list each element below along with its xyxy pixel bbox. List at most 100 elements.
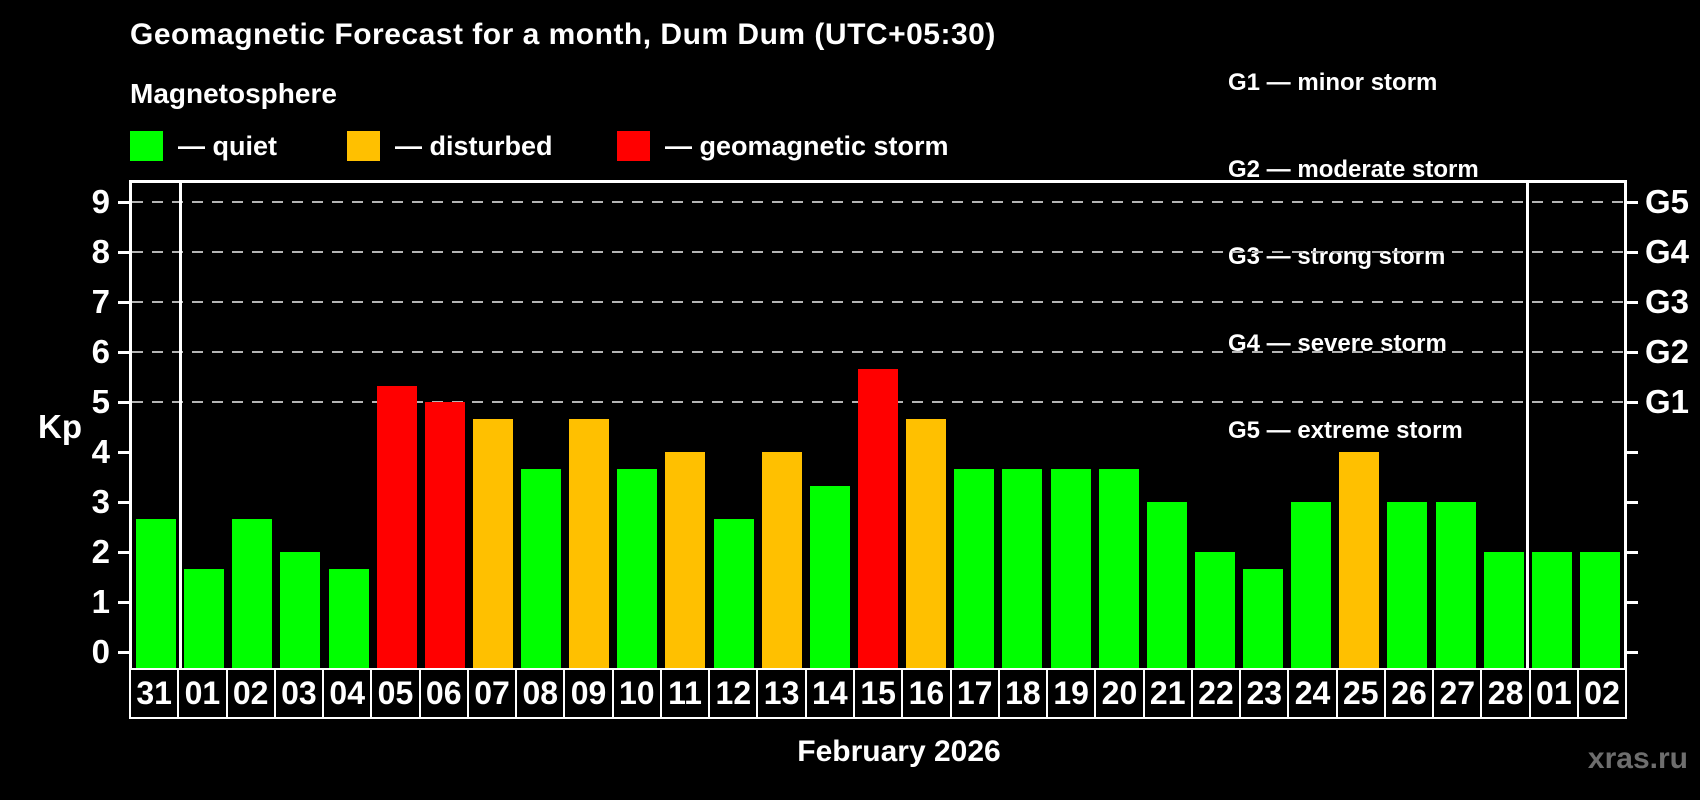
bar-30-day-02 [1579, 552, 1620, 668]
y-tick-8 [118, 250, 132, 254]
y-tick-6 [118, 350, 132, 354]
day-cell-23-23: 23 [1241, 670, 1290, 717]
bar-0-day-31 [136, 518, 177, 668]
bar-4-day-04 [328, 568, 369, 668]
day-cell-18-18: 18 [1000, 670, 1049, 717]
bar-25-day-25 [1339, 452, 1380, 668]
day-cell-5-05: 05 [372, 670, 421, 717]
y-tick-7 [118, 300, 132, 304]
y-tick-label-6: 6 [91, 333, 110, 370]
kp-gridline-7 [132, 301, 1624, 303]
day-cell-11-11: 11 [662, 670, 711, 717]
day-cell-2-02: 02 [228, 670, 276, 717]
bar-19-day-19 [1050, 468, 1091, 668]
right-axis-label-G2: G2 [1645, 333, 1690, 370]
bar-23-day-23 [1243, 568, 1284, 668]
day-cell-26-26: 26 [1386, 670, 1435, 717]
bar-13-day-13 [761, 452, 802, 668]
right-tick-3 [1624, 500, 1638, 504]
y-tick-label-1: 1 [91, 583, 110, 620]
day-cell-29-01: 01 [1531, 670, 1579, 717]
y-tick-label-2: 2 [91, 533, 110, 570]
bar-12-day-12 [713, 518, 754, 668]
bar-15-day-15 [858, 368, 898, 668]
bar-24-day-24 [1291, 502, 1332, 668]
bar-2-day-02 [232, 518, 273, 668]
storm-scale-g2: G2 — moderate storm [1228, 156, 1479, 183]
day-cell-21-21: 21 [1145, 670, 1193, 717]
bar-9-day-09 [569, 418, 610, 668]
y-tick-label-3: 3 [91, 483, 110, 520]
kp-gridline-9 [132, 201, 1624, 203]
bar-7-day-07 [472, 418, 513, 668]
day-cell-24-24: 24 [1289, 670, 1338, 717]
bar-6-day-06 [424, 402, 465, 668]
y-tick-label-4: 4 [91, 433, 110, 470]
day-cell-28-28: 28 [1482, 670, 1531, 717]
bar-29-day-01 [1531, 552, 1572, 668]
right-axis-label-G3: G3 [1645, 283, 1690, 320]
right-tick-9 [1624, 200, 1638, 204]
y-tick-label-0: 0 [91, 633, 110, 670]
day-cell-17-17: 17 [952, 670, 1000, 717]
day-cell-10-10: 10 [614, 670, 662, 717]
day-cell-22-22: 22 [1193, 670, 1242, 717]
right-tick-5 [1624, 400, 1638, 404]
right-tick-7 [1624, 300, 1638, 304]
bar-3-day-03 [280, 552, 321, 668]
day-cell-9-09: 09 [565, 670, 614, 717]
day-cell-19-19: 19 [1048, 670, 1097, 717]
y-tick-label-9: 9 [91, 183, 110, 220]
bar-28-day-28 [1483, 552, 1524, 668]
day-cell-6-06: 06 [421, 670, 469, 717]
storm-color-swatch [617, 131, 650, 161]
day-cell-12-12: 12 [710, 670, 759, 717]
day-cell-7-07: 07 [469, 670, 518, 717]
day-cell-14-14: 14 [807, 670, 855, 717]
legend-label-disturbed: — disturbed [395, 130, 553, 161]
day-cell-3-03: 03 [276, 670, 325, 717]
y-tick-5 [118, 400, 132, 404]
day-cell-15-15: 15 [855, 670, 904, 717]
day-cell-1-01: 01 [179, 670, 228, 717]
legend-label-quiet: — quiet [178, 130, 277, 161]
bar-26-day-26 [1387, 502, 1428, 668]
y-axis-title: Kp [38, 408, 82, 445]
page-title: Geomagnetic Forecast for a month, Dum Du… [130, 18, 996, 51]
bar-1-day-01 [184, 568, 225, 668]
day-cell-13-13: 13 [758, 670, 807, 717]
y-tick-1 [118, 600, 132, 604]
day-cell-16-16: 16 [903, 670, 952, 717]
day-cell-30-02: 02 [1584, 675, 1620, 711]
bar-16-day-16 [906, 418, 947, 668]
legend-label-storm: — geomagnetic storm [665, 130, 949, 161]
y-tick-label-5: 5 [91, 383, 110, 420]
bar-14-day-14 [809, 485, 850, 668]
right-tick-8 [1624, 250, 1638, 254]
bar-5-day-05 [376, 385, 417, 668]
bar-18-day-18 [1002, 468, 1043, 668]
day-cell-27-27: 27 [1434, 670, 1483, 717]
y-tick-2 [118, 550, 132, 554]
magnetosphere-label: Magnetosphere [130, 78, 337, 109]
kp-gridline-6 [132, 351, 1624, 353]
month-separator [1526, 183, 1530, 668]
day-cell-8-08: 08 [517, 670, 566, 717]
watermark: xras.ru [1587, 742, 1688, 775]
legend-item-quiet: — quiet [130, 129, 277, 163]
day-cell-20-20: 20 [1096, 670, 1145, 717]
bar-20-day-20 [1098, 468, 1139, 668]
right-tick-0 [1624, 650, 1638, 654]
right-axis-label-G4: G4 [1645, 233, 1690, 270]
bar-10-day-10 [617, 468, 658, 668]
bar-8-day-08 [521, 468, 562, 668]
right-axis-label-G5: G5 [1645, 183, 1690, 220]
disturbed-color-swatch [347, 131, 380, 161]
kp-gridline-8 [132, 251, 1624, 253]
storm-scale-g3: G3 — strong storm [1228, 243, 1446, 270]
y-tick-0 [118, 650, 132, 654]
quiet-color-swatch [130, 131, 163, 161]
x-axis-title: February 2026 [797, 735, 1001, 768]
right-axis-label-G1: G1 [1645, 383, 1690, 420]
day-cell-4-04: 04 [324, 670, 373, 717]
